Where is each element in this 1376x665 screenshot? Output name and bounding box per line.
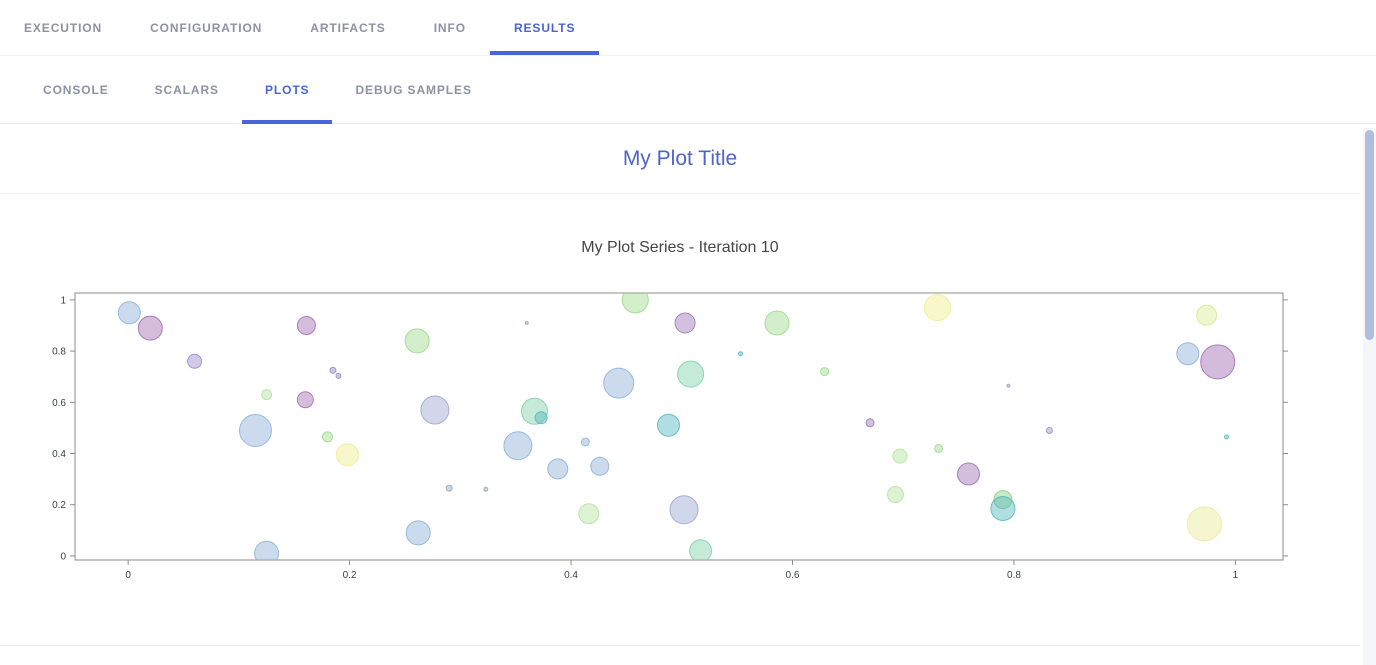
svg-text:1: 1 (60, 295, 66, 306)
svg-text:0: 0 (125, 570, 131, 581)
plot-title-bar: My Plot Title (0, 124, 1360, 194)
tab-results[interactable]: RESULTS (489, 0, 600, 55)
svg-text:0: 0 (60, 551, 66, 562)
tab-info[interactable]: INFO (433, 20, 466, 35)
tab-artifacts[interactable]: ARTIFACTS (310, 20, 386, 35)
tab-execution[interactable]: EXECUTION (24, 20, 103, 35)
svg-text:1: 1 (1233, 570, 1239, 581)
svg-text:0.6: 0.6 (786, 570, 800, 581)
svg-text:0.4: 0.4 (564, 570, 578, 581)
scrollbar[interactable] (1363, 128, 1376, 665)
svg-text:0.4: 0.4 (52, 449, 66, 460)
top-nav-bar: EXECUTION CONFIGURATION ARTIFACTS INFO R… (0, 0, 1376, 56)
tab-plots[interactable]: PLOTS (241, 56, 333, 124)
plot-title: My Plot Title (622, 146, 738, 170)
bubble-scatter-chart[interactable]: 0 0.2 0.4 0.6 0.8 1 0 0.2 0.4 0.6 0.8 1 (0, 194, 1360, 646)
plot-panel: My Plot Series - Iteration 10 0 0.2 0.4 0.6… (0, 194, 1360, 646)
svg-text:0.2: 0.2 (343, 570, 357, 581)
results-sub-nav-bar: CONSOLE SCALARS PLOTS DEBUG SAMPLES (0, 56, 1376, 124)
chart-series-title: My Plot Series - Iteration 10 (581, 239, 779, 256)
tab-debug-samples[interactable]: DEBUG SAMPLES (355, 82, 472, 97)
svg-text:0.6: 0.6 (52, 398, 66, 409)
tab-configuration[interactable]: CONFIGURATION (150, 20, 263, 35)
svg-text:0.8: 0.8 (52, 347, 66, 358)
svg-text:0.2: 0.2 (52, 500, 66, 511)
tab-console[interactable]: CONSOLE (43, 82, 109, 97)
scrollbar-thumb[interactable] (1365, 130, 1374, 340)
tab-scalars[interactable]: SCALARS (154, 82, 219, 97)
svg-text:0.8: 0.8 (1007, 570, 1021, 581)
